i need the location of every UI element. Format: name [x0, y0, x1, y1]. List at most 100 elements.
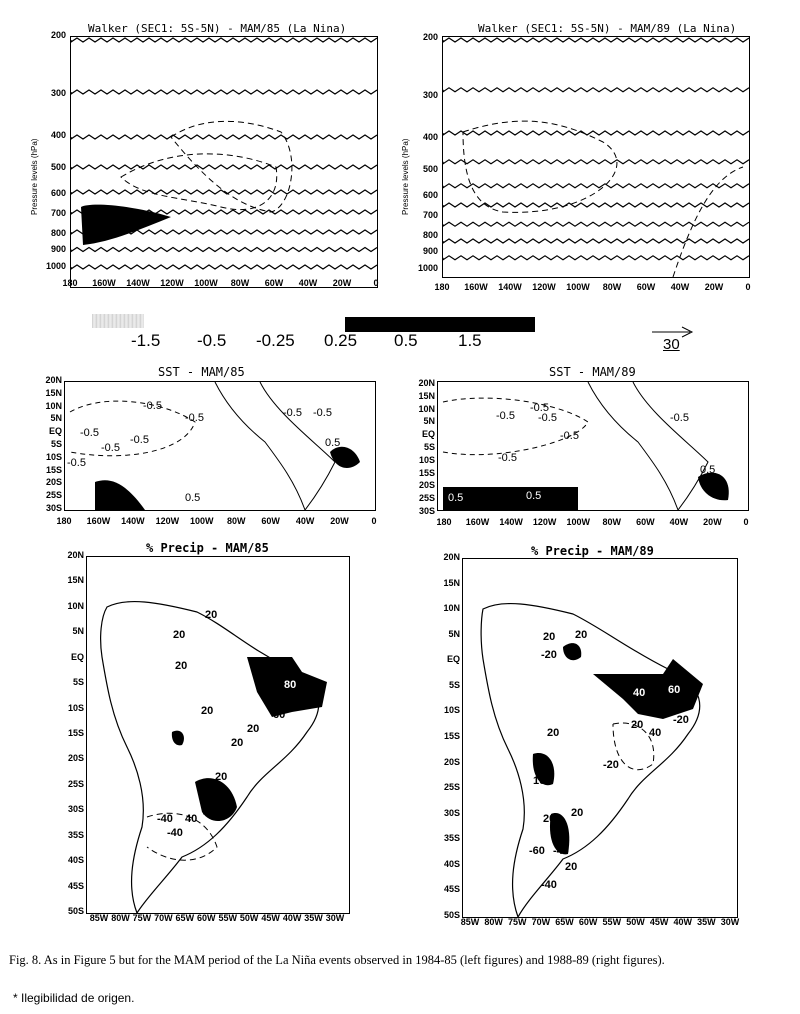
y-tick-label: 25S	[67, 778, 84, 789]
x-tick-label: 100W	[190, 516, 214, 526]
y-tick-label: EQ	[48, 426, 62, 437]
y-tick-label: 40S	[443, 858, 460, 869]
precip-85-svg	[100, 600, 327, 913]
precip-89-label: -20	[673, 714, 689, 726]
x-tick-label: 60W	[261, 516, 280, 526]
y-tick-label: 1000	[45, 261, 66, 271]
walker-85-plot	[70, 36, 378, 288]
vector-row	[71, 164, 377, 170]
sst-85-coast-2	[259, 382, 336, 510]
x-tick-label: 100W	[194, 278, 218, 288]
scale-label-5: 0.5	[394, 331, 418, 350]
x-tick-label: 45W	[649, 917, 669, 927]
y-tick-label: 10N	[443, 603, 460, 614]
x-tick-label: 40W	[282, 913, 302, 923]
walker-85-svg	[71, 37, 377, 270]
precip-85-label: 20	[175, 660, 188, 672]
x-tick-label: 40W	[295, 516, 315, 526]
precip-89-label: 20	[543, 631, 556, 643]
y-tick-label: 1000	[417, 263, 438, 273]
y-tick-label: 500	[50, 162, 66, 172]
scale-label-6: 1.5	[458, 331, 482, 350]
precip-85-title: % Precip - MAM/85	[146, 541, 269, 555]
x-tick-label: 40W	[673, 917, 692, 927]
x-tick-label: 55W	[218, 913, 237, 923]
walker-85-shade	[81, 204, 171, 245]
y-tick-label: 10S	[418, 454, 435, 465]
precip-85-shade-2	[195, 778, 237, 822]
y-tick-label: 25S	[418, 493, 435, 504]
sst-85-coast	[214, 382, 306, 510]
y-tick-label: 5N	[72, 626, 84, 637]
y-tick-label: 10S	[45, 451, 62, 462]
y-tick-label: 15N	[443, 577, 460, 588]
y-tick-label: 5N	[448, 628, 460, 639]
sst-85-contour-label: -0.5	[313, 407, 332, 419]
sst-85-contour-label: -0.5	[101, 442, 120, 454]
precip-89-shade-4	[563, 643, 582, 661]
sst-85-svg	[69, 382, 360, 510]
precip-85-label: 20	[247, 723, 260, 735]
y-tick-label: 10N	[45, 400, 62, 411]
x-tick-label: 70W	[154, 913, 173, 923]
x-tick-label: 20W	[330, 516, 349, 526]
precip-89-label: -20	[541, 649, 557, 661]
sst-89-coast-2	[632, 382, 709, 510]
precip-85-shade-3	[171, 730, 184, 746]
x-tick-label: 20W	[704, 282, 724, 292]
x-tick-label: 120W	[532, 517, 557, 527]
sst-85-contour-label: 0.5	[325, 437, 341, 449]
precip-89-label: 60	[668, 684, 681, 696]
x-tick-label: 20W	[703, 517, 722, 527]
sst-89-plot: -0.5 -0.5 -0.5 -0.5 -0.5 0.5 0.5 0.5 -0.…	[437, 381, 749, 511]
vector-row	[443, 87, 749, 93]
x-tick-label: 180	[62, 278, 78, 288]
x-tick-label: 60W	[636, 517, 655, 527]
x-tick-label: 140W	[498, 282, 522, 292]
x-tick-label: 35W	[304, 913, 323, 923]
x-tick-label: 75W	[508, 917, 527, 927]
y-tick-label: 15N	[67, 575, 84, 586]
precip-89-label: 20	[631, 719, 644, 731]
y-tick-label: 5S	[72, 677, 84, 688]
y-tick-label: 700	[50, 208, 66, 218]
vector-reference-label: 30	[663, 336, 680, 353]
precip-85-label: 20	[231, 737, 244, 749]
y-tick-label: 200	[422, 32, 438, 42]
x-tick-label: 160W	[464, 282, 488, 292]
y-tick-label: 25S	[45, 490, 62, 501]
precip-85-label: 20	[205, 609, 218, 621]
sst-85-contour-label: -0.5	[130, 434, 149, 446]
precip-89-contour	[612, 722, 655, 771]
precip-89-title: % Precip - MAM/89	[531, 544, 654, 558]
sst-89-contour-label: 0.5	[526, 490, 542, 502]
precip-89-label: 20	[565, 861, 578, 873]
x-tick-label: 50W	[626, 917, 645, 927]
vector-row	[443, 202, 749, 208]
y-tick-label: 10N	[67, 600, 84, 611]
walker-85-ylabel: Pressure levels (hPa)	[30, 138, 39, 215]
precip-89-label: -40	[553, 845, 569, 857]
precip-89-continent	[480, 602, 701, 917]
sst-85-contour-label: -0.5	[80, 427, 99, 439]
precip-89-label: 100	[533, 775, 552, 787]
vector-row	[71, 37, 377, 43]
x-tick-label: 0	[373, 278, 379, 288]
x-tick-label: 40W	[669, 517, 689, 527]
y-tick-label: 5S	[448, 679, 460, 690]
precip-85-plot: 20 20 20 80 20 60 20 20 20 40 40 -40 -40	[86, 556, 350, 914]
x-tick-label: 60W	[578, 917, 598, 927]
y-tick-label: EQ	[421, 429, 435, 440]
scale-label-1: -1.5	[131, 331, 161, 350]
vector-row	[443, 255, 749, 261]
precip-85-label: 80	[284, 679, 297, 691]
walker-89-ylabel: Pressure levels (hPa)	[401, 138, 410, 215]
precip-89-svg	[480, 602, 703, 917]
y-tick-label: 30S	[418, 506, 435, 516]
vector-row	[71, 189, 377, 195]
y-tick-label: 15S	[443, 731, 460, 741]
scale-dark-swatch	[345, 317, 535, 332]
sst-89-contour-label: -0.5	[496, 410, 515, 422]
sst-89-contour-label: 0.5	[700, 464, 716, 476]
y-tick-label: 45S	[443, 884, 460, 895]
